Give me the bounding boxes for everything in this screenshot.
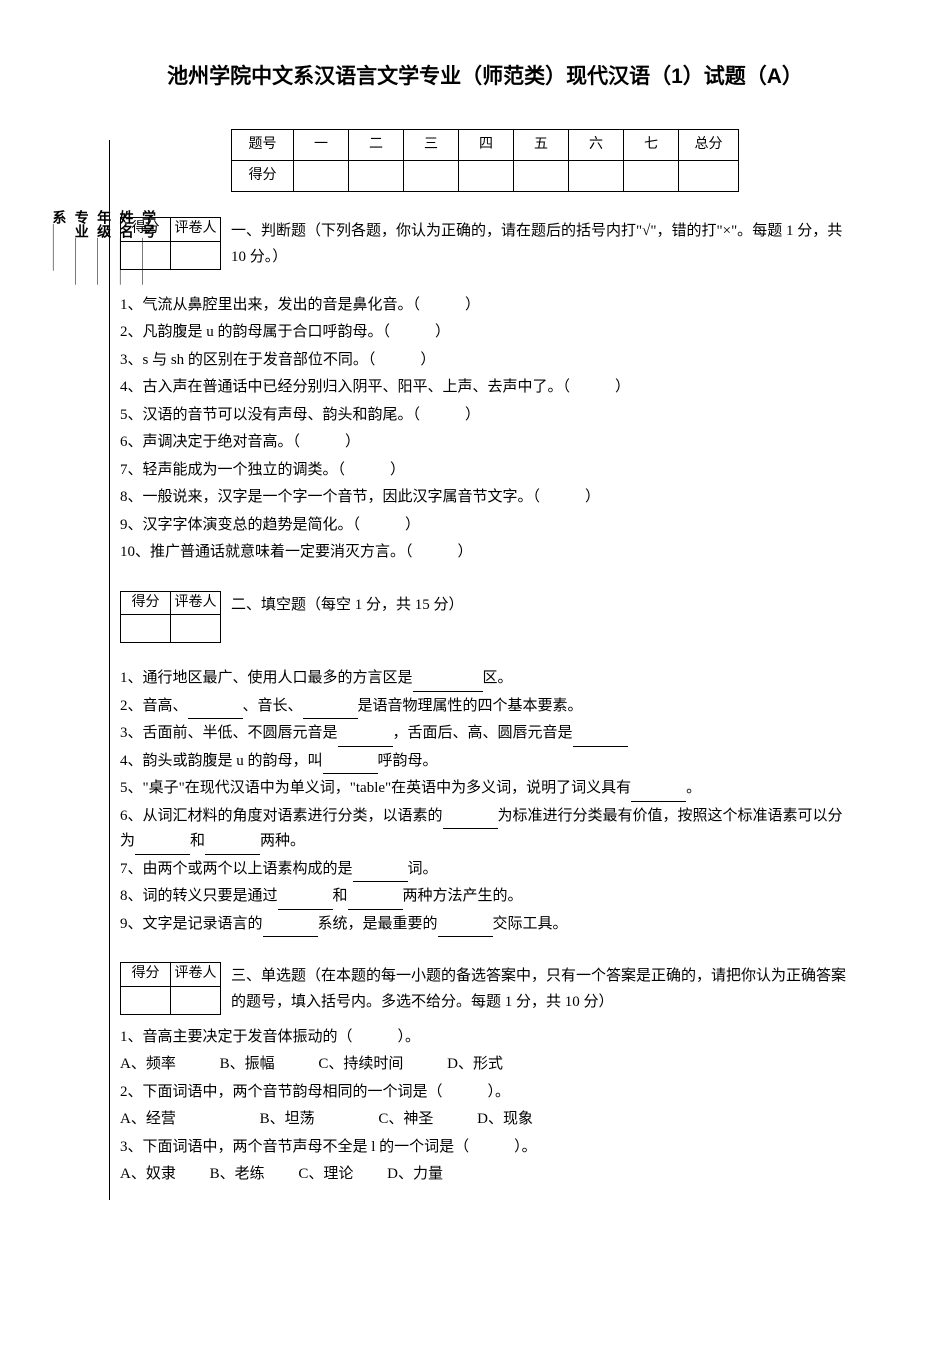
section-2: 得分评卷人 二、填空题（每空 1 分，共 15 分） 1、通行地区最广、使用人口…: [120, 591, 850, 937]
score-cell: [624, 160, 679, 191]
score-col: 一: [294, 129, 349, 160]
option: A、经营: [120, 1107, 176, 1133]
score-summary-table: 题号 一 二 三 四 五 六 七 总分 得分: [231, 129, 739, 193]
binding-label: 姓名______: [115, 210, 137, 1110]
score-col: 六: [569, 129, 624, 160]
question-item: 7、轻声能成为一个独立的调类。（ ）: [120, 458, 850, 484]
blank: [353, 866, 408, 883]
option: D、形式: [447, 1052, 503, 1078]
section-1: 得分评卷人 一、判断题（下列各题，你认为正确的，请在题后的括号内打"√"，错的打…: [120, 217, 850, 565]
section1-intro: 一、判断题（下列各题，你认为正确的，请在题后的括号内打"√"，错的打"×"。每题…: [231, 217, 850, 270]
option: A、奴隶: [120, 1162, 176, 1188]
section1-questions: 1、气流从鼻腔里出来，发出的音是鼻化音。（ ） 2、凡韵腹是 u 的韵母属于合口…: [120, 293, 850, 566]
binding-label: 系______: [48, 210, 70, 1110]
score-row-label: 得分: [232, 160, 294, 191]
grade-grader-label: 评卷人: [171, 218, 221, 241]
blank: [263, 921, 318, 938]
score-cell: [679, 160, 739, 191]
fill-item: 1、通行地区最广、使用人口最多的方言区是区。: [120, 666, 850, 692]
option: D、现象: [477, 1107, 533, 1133]
blank: [573, 730, 628, 747]
mc-question: 3、下面词语中，两个音节声母不全是 l 的一个词是（ ）。: [120, 1135, 850, 1161]
fill-item: 5、"桌子"在现代汉语中为单义词，"table"在英语中为多义词，说明了词义具有…: [120, 776, 850, 802]
score-cell: [569, 160, 624, 191]
question-item: 3、s 与 sh 的区别在于发音部位不同。（ ）: [120, 348, 850, 374]
fill-item: 3、舌面前、半低、不圆唇元音是，舌面后、高、圆唇元音是: [120, 721, 850, 747]
page-title: 池州学院中文系汉语言文学专业（师范类）现代汉语（1）试题（A）: [120, 60, 850, 94]
score-cell: [349, 160, 404, 191]
blank: [338, 730, 393, 747]
fill-item: 9、文字是记录语言的系统，是最重要的交际工具。: [120, 912, 850, 938]
mc-options: A、频率 B、振幅 C、持续时间 D、形式: [120, 1052, 850, 1078]
mc-question: 2、下面词语中，两个音节韵母相同的一个词是（ ）。: [120, 1080, 850, 1106]
binding-label: 年级______: [93, 210, 115, 1110]
grade-grader-cell: [171, 615, 221, 643]
section2-questions: 1、通行地区最广、使用人口最多的方言区是区。 2、音高、、音长、是语音物理属性的…: [120, 666, 850, 937]
score-cell: [404, 160, 459, 191]
score-header-label: 题号: [232, 129, 294, 160]
fill-item: 6、从词汇材料的角度对语素进行分类，以语素的为标准进行分类最有价值，按照这个标准…: [120, 804, 850, 855]
option: B、振幅: [220, 1052, 275, 1078]
binding-labels: 系______ 专业______ 年级______ 姓名______ 学号___…: [48, 210, 160, 1110]
score-col: 五: [514, 129, 569, 160]
fill-item: 8、词的转义只要是通过和两种方法产生的。: [120, 884, 850, 910]
blank: [443, 813, 498, 830]
option: C、持续时间: [318, 1052, 403, 1078]
score-cell: [294, 160, 349, 191]
question-item: 2、凡韵腹是 u 的韵母属于合口呼韵母。（ ）: [120, 320, 850, 346]
question-item: 5、汉语的音节可以没有声母、韵头和韵尾。（ ）: [120, 403, 850, 429]
fill-item: 7、由两个或两个以上语素构成的是词。: [120, 857, 850, 883]
score-col: 七: [624, 129, 679, 160]
score-col: 四: [459, 129, 514, 160]
question-item: 10、推广普通话就意味着一定要消灭方言。（ ）: [120, 540, 850, 566]
blank: [303, 703, 358, 720]
blank: [323, 758, 378, 775]
blank: [205, 838, 260, 855]
blank: [631, 785, 686, 802]
option: D、力量: [387, 1162, 443, 1188]
section3-intro: 三、单选题（在本题的每一小题的备选答案中，只有一个答案是正确的，请把你认为正确答…: [231, 962, 850, 1015]
option: B、老练: [210, 1162, 265, 1188]
score-col-total: 总分: [679, 129, 739, 160]
binding-label: 学号______: [138, 210, 160, 1110]
section3-questions: 1、音高主要决定于发音体振动的（ ）。 A、频率 B、振幅 C、持续时间 D、形…: [120, 1025, 850, 1188]
question-item: 6、声调决定于绝对音高。（ ）: [120, 430, 850, 456]
mc-options: A、奴隶 B、老练 C、理论 D、力量: [120, 1162, 850, 1188]
blank: [348, 893, 403, 910]
blank: [278, 893, 333, 910]
blank: [188, 703, 243, 720]
binding-label: 专业______: [70, 210, 92, 1110]
option: B、坦荡: [260, 1107, 315, 1133]
question-item: 9、汉字字体演变总的趋势是简化。（ ）: [120, 513, 850, 539]
question-item: 1、气流从鼻腔里出来，发出的音是鼻化音。（ ）: [120, 293, 850, 319]
mc-question: 1、音高主要决定于发音体振动的（ ）。: [120, 1025, 850, 1051]
question-item: 4、古入声在普通话中已经分别归入阴平、阳平、上声、去声中了。（ ）: [120, 375, 850, 401]
grade-grader-label: 评卷人: [171, 963, 221, 986]
blank: [438, 921, 493, 938]
section-3: 得分评卷人 三、单选题（在本题的每一小题的备选答案中，只有一个答案是正确的，请把…: [120, 962, 850, 1187]
score-col: 三: [404, 129, 459, 160]
grade-grader-label: 评卷人: [171, 591, 221, 614]
section2-intro: 二、填空题（每空 1 分，共 15 分）: [231, 591, 850, 619]
option: C、神圣: [378, 1107, 433, 1133]
question-item: 8、一般说来，汉字是一个字一个音节，因此汉字属音节文字。（ ）: [120, 485, 850, 511]
score-cell: [459, 160, 514, 191]
fill-item: 4、韵头或韵腹是 u 的韵母，叫呼韵母。: [120, 749, 850, 775]
score-col: 二: [349, 129, 404, 160]
score-cell: [514, 160, 569, 191]
grade-grader-cell: [171, 241, 221, 269]
grade-grader-cell: [171, 986, 221, 1014]
option: C、理论: [298, 1162, 353, 1188]
fill-item: 2、音高、、音长、是语音物理属性的四个基本要素。: [120, 694, 850, 720]
blank: [413, 675, 483, 692]
mc-options: A、经营 B、坦荡 C、神圣 D、现象: [120, 1107, 850, 1133]
